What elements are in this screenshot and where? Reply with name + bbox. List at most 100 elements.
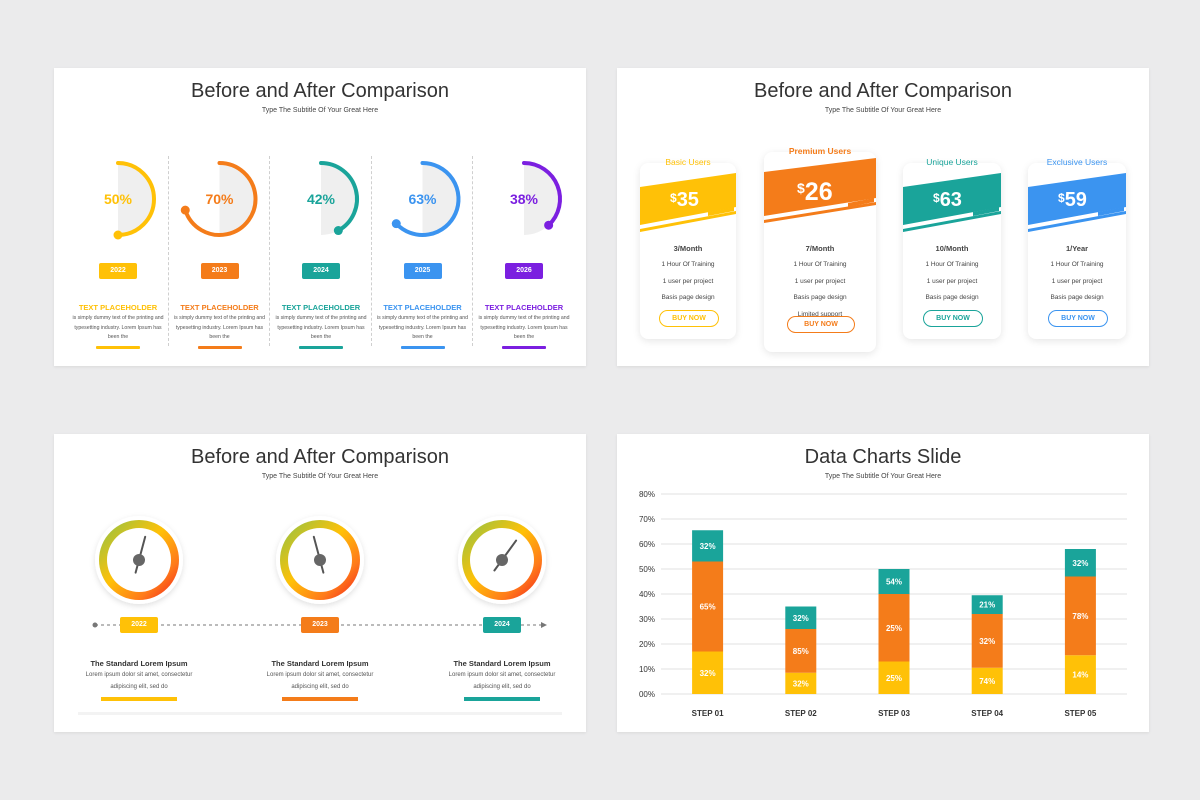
gauge-heading: The Standard Lorem Ipsum bbox=[90, 659, 188, 668]
bar-segment bbox=[785, 629, 817, 673]
year-badge: 2022 bbox=[120, 617, 158, 633]
billing-period: 7/Month bbox=[805, 244, 835, 253]
plan-feature: 1 user per project bbox=[1051, 277, 1103, 285]
plan-feature: 1 Hour Of Training bbox=[661, 261, 715, 268]
progress-arc bbox=[319, 161, 359, 233]
bar-segment bbox=[971, 595, 1003, 614]
gauge-description: Lorem ipsum dolor sit amet, consectetur … bbox=[85, 672, 193, 690]
y-tick-label: 60% bbox=[639, 540, 655, 549]
bar-segment bbox=[692, 530, 724, 562]
plan-feature: 1 user per project bbox=[794, 277, 846, 285]
item-description: is simply dummy text of the printing and… bbox=[376, 315, 469, 340]
item-heading: TEXT PLACEHOLDER bbox=[484, 303, 564, 312]
progress-ring: 70% bbox=[180, 161, 258, 237]
color-underline bbox=[400, 346, 445, 349]
slide-gauges: Before and After Comparison Type The Sub… bbox=[54, 434, 586, 732]
ring-background bbox=[219, 163, 256, 235]
y-tick-label: 00% bbox=[639, 690, 655, 699]
gauge bbox=[276, 516, 364, 604]
bar-segment bbox=[878, 569, 910, 594]
billing-period: 3/Month bbox=[673, 244, 703, 253]
progress-knob bbox=[180, 205, 190, 215]
year-badge: 2024 bbox=[302, 263, 340, 279]
progress-percent: 70% bbox=[205, 191, 234, 207]
bar-data-label: 78% bbox=[1072, 612, 1088, 621]
pricing-card: Unique Users $63 10/Month 1 Hour Of Trainin… bbox=[903, 157, 1001, 339]
bar-segment bbox=[971, 667, 1003, 694]
progress-rings: 50% 70% 42% 63% 38% bbox=[104, 161, 562, 240]
slide-title: Data Charts Slide bbox=[804, 446, 962, 468]
price-label: $59 bbox=[1058, 189, 1087, 212]
year-badge: 2023 bbox=[200, 263, 239, 279]
price-banner-stripe bbox=[1028, 211, 1126, 232]
plan-feature: 1 Hour Of Training bbox=[1050, 261, 1104, 268]
slide-title: Before and After Comparison bbox=[191, 446, 449, 468]
plan-name: Premium Users bbox=[788, 146, 852, 156]
timeline-start-dot bbox=[92, 622, 98, 628]
buy-now-button[interactable]: BUY NOW bbox=[1048, 310, 1108, 327]
x-category-label: STEP 04 bbox=[971, 709, 1003, 718]
slide-subtitle: Type The Subtitle Of Your Great Here bbox=[261, 107, 379, 114]
buy-now-button[interactable]: BUY NOW bbox=[923, 310, 983, 327]
gauge-pivot bbox=[133, 554, 145, 566]
buy-now-button[interactable]: BUY NOW bbox=[659, 310, 719, 327]
color-underline bbox=[464, 697, 540, 701]
slide-subtitle: Type The Subtitle Of Your Great Here bbox=[824, 107, 942, 114]
y-tick-label: 50% bbox=[639, 565, 655, 574]
currency-symbol: $ bbox=[797, 180, 805, 196]
gauge bbox=[95, 516, 183, 604]
color-underline bbox=[502, 346, 546, 349]
item-heading: TEXT PLACEHOLDER bbox=[180, 303, 259, 312]
progress-knob bbox=[333, 226, 343, 236]
plan-feature: Limited support bbox=[797, 310, 843, 318]
bar-segment bbox=[878, 661, 910, 694]
ring-background bbox=[321, 163, 357, 235]
progress-arc bbox=[394, 161, 461, 237]
item-description: is simply dummy text of the printing and… bbox=[275, 315, 367, 340]
bar-segment bbox=[785, 606, 817, 629]
price-banner-stripe bbox=[764, 202, 876, 223]
price-banner bbox=[764, 158, 876, 223]
currency-symbol: $ bbox=[933, 191, 940, 205]
progress-percent: 42% bbox=[307, 191, 336, 207]
color-underline bbox=[282, 697, 358, 701]
year-badge: 2025 bbox=[403, 263, 442, 279]
plan-feature: Basis page design bbox=[661, 294, 715, 301]
plan-feature: 1 Hour Of Training bbox=[925, 261, 979, 268]
buy-now-button[interactable]: BUY NOW bbox=[787, 316, 855, 333]
billing-period: 1/Year bbox=[1065, 244, 1089, 253]
panel-shadow bbox=[78, 712, 562, 715]
ring-background bbox=[422, 163, 459, 235]
plan-feature: 1 Hour Of Training bbox=[793, 261, 847, 268]
item-heading: TEXT PLACEHOLDER bbox=[78, 303, 158, 312]
year-badge: 2023 bbox=[301, 617, 339, 633]
progress-knob bbox=[391, 219, 401, 229]
bar-data-label: 14% bbox=[1072, 671, 1088, 680]
y-tick-label: 40% bbox=[639, 590, 655, 599]
color-underline bbox=[197, 346, 242, 349]
y-tick-label: 80% bbox=[639, 490, 655, 499]
divider-line bbox=[370, 156, 372, 346]
bar-data-label: 54% bbox=[886, 578, 902, 587]
bar-data-label: 32% bbox=[979, 637, 995, 646]
progress-ring: 50% bbox=[104, 161, 156, 240]
gauge-heading: The Standard Lorem Ipsum bbox=[453, 659, 551, 668]
bar-data-label: 32% bbox=[700, 669, 716, 678]
gauge-pivot bbox=[314, 554, 326, 566]
color-underline bbox=[299, 346, 343, 349]
progress-arc bbox=[522, 161, 562, 228]
progress-percent: 38% bbox=[510, 191, 539, 207]
pricing-card: Basic Users $35 3/Month 1 Hour Of Training 1… bbox=[640, 157, 736, 339]
price-banner-tab bbox=[973, 207, 999, 216]
currency-symbol: $ bbox=[670, 191, 677, 205]
slide-title: Before and After Comparison bbox=[754, 80, 1012, 102]
price-amount: 35 bbox=[676, 189, 699, 211]
gauge-graphics bbox=[78, 516, 562, 715]
plan-feature: Basis page design bbox=[793, 294, 847, 301]
slide-pricing: Before and After Comparison Type The Sub… bbox=[617, 68, 1149, 366]
plan-name: Exclusive Users bbox=[1046, 157, 1108, 167]
pricing-card: Exclusive Users $59 1/Year 1 Hour Of Traini… bbox=[1028, 157, 1126, 339]
ring-background bbox=[524, 163, 560, 235]
gauge-pivot bbox=[496, 554, 508, 566]
y-tick-label: 10% bbox=[639, 665, 655, 674]
